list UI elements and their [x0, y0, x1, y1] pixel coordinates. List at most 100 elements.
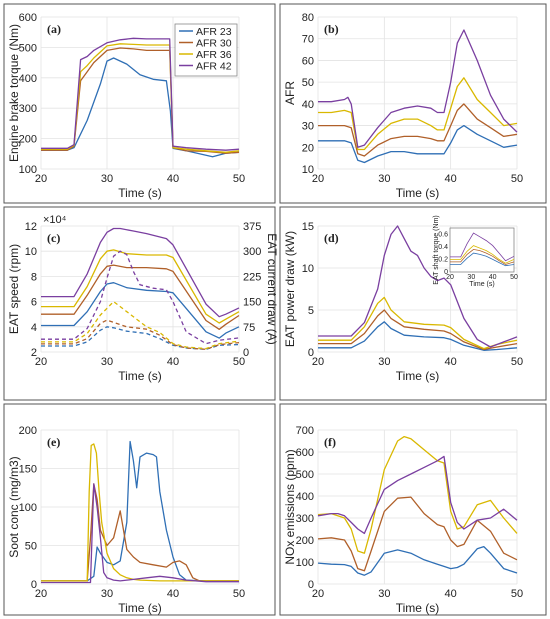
inset-y-tick: 0.6: [438, 231, 448, 238]
x-tick-label: 50: [511, 356, 523, 368]
x-tick-label: 30: [378, 356, 390, 368]
y-tick-label: 400: [296, 491, 314, 503]
y-axis-label: NOx emissions (ppm): [283, 449, 297, 564]
inset-y-tick: 0.4: [438, 244, 448, 251]
x-tick-label: 30: [378, 173, 390, 185]
legend-box: [174, 23, 238, 77]
y-tick-label: 400: [19, 73, 37, 85]
y-tick-label: 40: [302, 99, 314, 111]
panel-label: (b): [324, 22, 339, 36]
series-line-afr-23: [41, 57, 240, 158]
series-line-afr-42: [41, 483, 239, 584]
series-line-afr-36: [318, 296, 518, 350]
y-tick-label: 200: [19, 425, 37, 437]
series-line-afr-36-current: [41, 300, 240, 350]
panel-frame: [279, 206, 547, 401]
panel-label: (f): [324, 435, 336, 449]
panel-label: (d): [324, 231, 339, 245]
legend-label: AFR 36: [196, 49, 232, 61]
series-line-afr-23-speed: [41, 282, 240, 339]
right-tick-label: 375: [243, 221, 261, 233]
inset-series-line: [450, 245, 515, 264]
right-tick-label: 0: [243, 347, 249, 359]
x-tick-label: 40: [167, 173, 179, 185]
x-tick-label: 40: [167, 588, 179, 600]
panel-frame: [3, 403, 276, 616]
series-line-afr-42: [318, 225, 518, 348]
panel-c: 20 30 40 50 2 4 6 8 10 12 Time (s) EAT speed (rpm) 0…: [3, 206, 279, 401]
series-line-afr-36-speed: [41, 249, 240, 324]
panel-frame: [3, 206, 276, 401]
x-axis-label: Time (s): [118, 369, 162, 383]
panel-label: (e): [47, 435, 60, 449]
y-tick-label: 15: [302, 221, 314, 233]
series-line-afr-36: [318, 77, 518, 151]
legend-label: AFR 23: [196, 26, 232, 38]
panel-label: (a): [47, 22, 61, 36]
y-tick-label: 60: [302, 55, 314, 67]
x-tick-label: 50: [233, 588, 245, 600]
plot-area: [318, 17, 517, 169]
x-tick-label: 40: [445, 588, 457, 600]
x-tick-label: 20: [312, 588, 324, 600]
series-line-afr-30-speed: [41, 264, 240, 330]
series-line-afr-42: [318, 29, 518, 148]
y-tick-label: 50: [302, 77, 314, 89]
y-tick-label: 600: [296, 447, 314, 459]
y-tick-label: 300: [296, 513, 314, 525]
y-tick-label: 200: [296, 535, 314, 547]
y-tick-label: 20: [302, 142, 314, 154]
y-tick-label: 0: [31, 579, 37, 591]
panel-e: 20 30 40 50 0 50 100 150 200 Time (s) Soot conc (m…: [3, 403, 276, 616]
x-tick-label: 40: [445, 173, 457, 185]
x-tick-label: 30: [101, 588, 113, 600]
x-axis-label: Time (s): [396, 186, 440, 200]
y-tick-label: 300: [19, 103, 37, 115]
y-tick-label: 12: [25, 221, 37, 233]
inset-x-tick: 40: [489, 274, 497, 281]
x-tick-label: 50: [233, 356, 245, 368]
y-tick-label: 100: [296, 557, 314, 569]
y-tick-label: 100: [19, 164, 37, 176]
x-tick-label: 20: [312, 356, 324, 368]
x-axis-label: Time (s): [396, 369, 440, 383]
y-tick-label: 8: [31, 271, 37, 283]
x-tick-label: 30: [101, 356, 113, 368]
inset-series-line: [450, 232, 515, 262]
series-line-afr-30-current: [41, 319, 240, 350]
y-tick-label: 70: [302, 34, 314, 46]
y-tick-label: 500: [296, 469, 314, 481]
y-tick-label: 10: [25, 246, 37, 258]
panel-frame: [279, 403, 547, 616]
inset-x-tick: 30: [467, 274, 475, 281]
series-line-afr-23: [41, 440, 239, 582]
series-line-afr-36: [41, 443, 239, 582]
y-tick-label: 10: [302, 164, 314, 176]
y-tick-label: 30: [302, 121, 314, 133]
series-line-afr-23: [318, 124, 518, 164]
series-line-afr-30: [317, 496, 518, 572]
inset-series-line: [450, 248, 515, 265]
legend-label: AFR 42: [196, 61, 232, 73]
x-tick-label: 20: [35, 588, 47, 600]
y-tick-label: 10: [302, 263, 314, 275]
right-tick-label: 150: [243, 297, 261, 309]
y-tick-label: 700: [296, 425, 314, 437]
y-tick-label: 200: [19, 134, 37, 146]
inset-plot: 20 30 40 50 0 0.2 0.4 0.6 Time (s) EAT shaft torq…: [433, 215, 518, 288]
y-tick-label: 0: [308, 347, 314, 359]
y-tick-label: 600: [19, 12, 37, 24]
panel-d: 20 30 40 50 0 5 10 15 Time (s) EAT power draw (kW…: [279, 206, 547, 401]
y-tick-label: 50: [25, 541, 37, 553]
panel-frame: [3, 3, 276, 204]
right-tick-label: 300: [243, 246, 261, 258]
x-tick-label: 40: [445, 356, 457, 368]
x-axis-label: Time (s): [118, 601, 162, 615]
right-axis-label: EAT current draw (A): [265, 233, 279, 345]
x-tick-label: 20: [312, 173, 324, 185]
y-tick-label: 100: [19, 502, 37, 514]
x-tick-label: 20: [35, 173, 47, 185]
